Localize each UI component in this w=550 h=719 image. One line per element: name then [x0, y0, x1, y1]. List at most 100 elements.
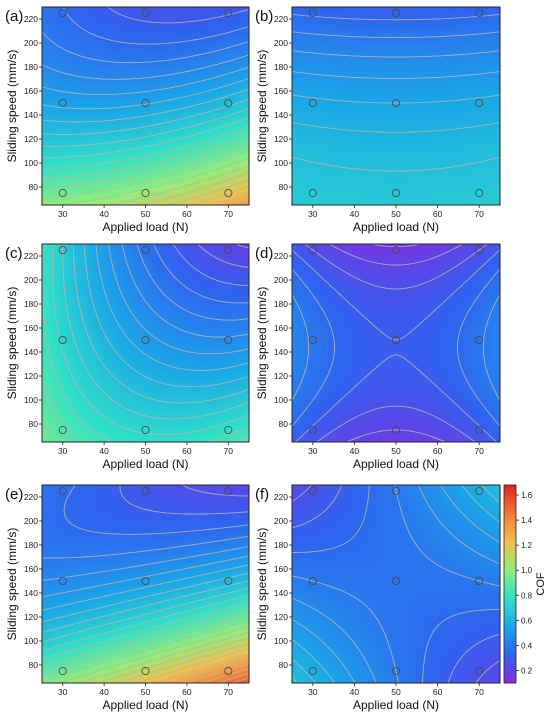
contour-line: [83, 243, 250, 388]
contour-line: [41, 150, 250, 198]
y-tick-label: 160: [274, 323, 288, 333]
y-tick-label: 180: [274, 540, 288, 550]
design-point: [391, 245, 401, 255]
design-point: [224, 188, 233, 198]
y-tick-label: 80: [279, 419, 289, 429]
y-tick-label: 220: [24, 492, 38, 502]
contour-line: [41, 555, 250, 598]
y-tick-label: 160: [274, 86, 288, 96]
contour-line: [172, 243, 250, 286]
y-tick-label: 140: [274, 110, 288, 120]
contour-line: [41, 594, 250, 652]
contour-line: [41, 66, 250, 96]
contour-line: [41, 608, 250, 668]
contour-line: [95, 243, 250, 371]
y-tick-label: 120: [24, 134, 38, 144]
contour-line: [41, 546, 250, 581]
x-tick-label: 50: [141, 209, 151, 219]
colorbar-tick-label: 0.4: [521, 641, 533, 650]
y-tick-label: 80: [29, 182, 39, 192]
x-tick-label: 60: [433, 209, 443, 219]
design-point: [141, 245, 150, 255]
contour-line: [153, 243, 250, 304]
colorbar-tick-label: 1.4: [521, 516, 533, 525]
contour-line: [41, 134, 250, 180]
colorbar: 0.2 0.4 0.6 0.8 1.0 1.2 1.4 1.6 COF: [503, 484, 547, 684]
contour-line: [41, 88, 250, 123]
design-point: [391, 188, 401, 198]
x-tick-label: 40: [350, 209, 360, 219]
design-point: [141, 666, 150, 676]
contour-line: [41, 601, 250, 660]
y-tick-label: 100: [24, 158, 38, 168]
contour-panel-e: 30 40 50 60 70 80 100 120 140 160 180 200 220 Applied…: [5, 484, 250, 712]
y-tick-label: 140: [24, 347, 38, 357]
y-axis-label: Sliding speed (mm/s): [5, 528, 19, 641]
y-tick-label: 180: [24, 62, 38, 72]
y-tick-label: 220: [24, 14, 38, 24]
design-point: [141, 425, 150, 435]
panel-label: (d): [255, 245, 273, 262]
y-tick-label: 160: [24, 323, 38, 333]
contour-panel-f: 30 40 50 60 70 80 100 120 140 160 180 200 220 Applied…: [255, 484, 501, 712]
design-point: [58, 335, 67, 345]
contour-line: [235, 243, 250, 249]
design-point: [58, 98, 67, 108]
y-axis-label: Sliding speed (mm/s): [255, 528, 269, 641]
colorbar-gradient: [503, 484, 517, 684]
design-point: [141, 335, 150, 345]
colorbar-tick-label: 1.2: [521, 541, 533, 550]
design-point: [391, 335, 401, 345]
design-point: [308, 98, 317, 108]
x-tick-label: 70: [474, 209, 484, 219]
design-point: [308, 576, 317, 586]
y-tick-label: 100: [274, 158, 288, 168]
design-point: [58, 188, 67, 198]
contour-line: [136, 243, 250, 321]
design-point: [224, 425, 233, 435]
design-point: [391, 666, 401, 676]
contour-line: [41, 31, 250, 64]
contour-line: [291, 31, 501, 39]
design-point: [475, 335, 484, 345]
y-tick-label: 80: [29, 660, 39, 670]
y-tick-label: 200: [274, 38, 288, 48]
x-tick-label: 50: [391, 687, 401, 697]
x-tick-label: 40: [99, 209, 109, 219]
x-tick-label: 30: [308, 446, 318, 456]
contour-line: [117, 642, 250, 684]
design-point: [391, 486, 401, 496]
contour-line: [291, 121, 501, 133]
contour-line: [291, 484, 501, 684]
x-axis-label: Applied load (N): [102, 220, 188, 234]
contour-line: [41, 587, 250, 643]
y-tick-label: 180: [24, 299, 38, 309]
contour-line: [41, 108, 250, 147]
colorbar-tick-label: 0.2: [521, 666, 533, 675]
contour-line: [291, 484, 501, 684]
design-point: [224, 486, 233, 496]
x-tick-label: 70: [224, 209, 234, 219]
y-tick-label: 140: [274, 588, 288, 598]
contour-line: [41, 142, 250, 189]
y-tick-label: 180: [274, 299, 288, 309]
design-point: [391, 98, 401, 108]
y-tick-label: 120: [274, 612, 288, 622]
panel-label: (e): [5, 486, 23, 503]
contour-line: [41, 564, 250, 611]
y-tick-label: 200: [24, 516, 38, 526]
response-surface: [42, 244, 249, 442]
y-tick-label: 100: [24, 636, 38, 646]
x-tick-label: 30: [58, 687, 68, 697]
x-tick-label: 50: [141, 687, 151, 697]
contour-line: [291, 484, 501, 684]
x-axis-label: Applied load (N): [102, 698, 188, 712]
contour-line: [119, 484, 250, 515]
panel-label: (b): [255, 8, 273, 25]
x-tick-label: 40: [99, 687, 109, 697]
contour-line: [41, 580, 250, 633]
y-tick-label: 80: [279, 182, 289, 192]
y-tick-label: 120: [24, 371, 38, 381]
y-tick-label: 220: [274, 251, 288, 261]
x-tick-label: 40: [350, 687, 360, 697]
